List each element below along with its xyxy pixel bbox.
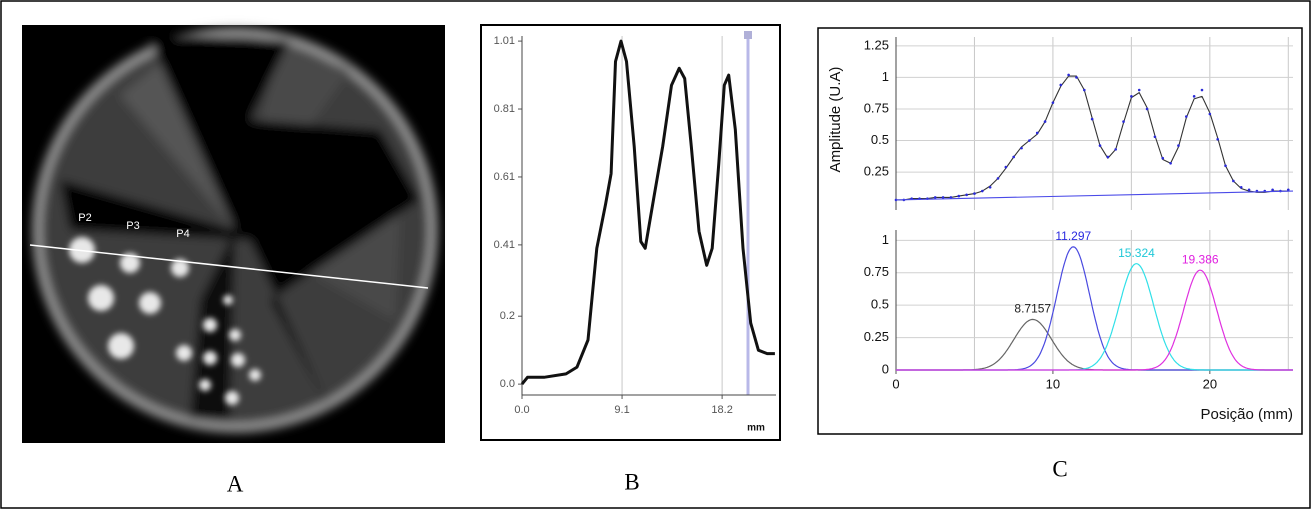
data-point xyxy=(949,196,953,199)
y-tick-label: 0.25 xyxy=(864,329,889,344)
gaussian-curve xyxy=(896,318,1293,371)
data-point xyxy=(1090,117,1094,121)
y-tick-label: 0.81 xyxy=(494,103,515,115)
panel-label: C xyxy=(1052,456,1067,481)
data-point xyxy=(965,193,968,197)
gaussian-curve xyxy=(896,269,1293,371)
data-point xyxy=(1208,112,1212,116)
x-tick-label: 0 xyxy=(892,376,899,391)
data-point xyxy=(1035,131,1039,135)
data-line xyxy=(520,39,775,386)
data-point xyxy=(1051,101,1055,104)
data-point xyxy=(1043,120,1047,123)
peak-label: 19.386 xyxy=(1182,252,1219,266)
data-point xyxy=(1247,188,1251,192)
y-tick-label: 0.5 xyxy=(871,297,889,312)
data-point xyxy=(1184,115,1188,118)
data-point xyxy=(996,177,1000,180)
data-point xyxy=(988,185,992,189)
y-tick-label: 1.01 xyxy=(494,35,515,47)
image-label: P4 xyxy=(176,228,189,240)
panel-label: B xyxy=(624,469,639,494)
data-point xyxy=(1192,95,1196,98)
cursor-handle xyxy=(744,31,752,39)
peak-label: 15.324 xyxy=(1118,246,1155,260)
y-tick-label: 0.75 xyxy=(864,100,889,115)
data-point xyxy=(1020,146,1023,150)
data-point xyxy=(1083,88,1086,92)
data-point xyxy=(1106,155,1110,159)
x-axis-label: Posição (mm) xyxy=(1200,406,1293,423)
x-tick-label: 20 xyxy=(1203,376,1217,391)
gaussian-curve xyxy=(896,246,1293,371)
data-point xyxy=(973,192,976,195)
x-tick-label: 0.0 xyxy=(514,404,529,416)
data-point xyxy=(1145,107,1149,111)
data-point xyxy=(1059,83,1063,87)
y-tick-label: 1.25 xyxy=(864,37,889,52)
data-point xyxy=(1239,185,1243,189)
data-point xyxy=(1224,164,1227,168)
data-point xyxy=(1122,120,1125,123)
peak-label: 8.7157 xyxy=(1014,302,1051,316)
data-point xyxy=(1028,139,1031,142)
chart-frame xyxy=(480,24,781,441)
x-axis-label: mm xyxy=(747,423,765,434)
data-point xyxy=(933,196,937,199)
y-tick-label: 0.0 xyxy=(500,378,515,390)
x-tick-label: 9.1 xyxy=(614,404,629,416)
y-tick-label: 1 xyxy=(882,69,889,84)
y-tick-label: 0.61 xyxy=(494,171,515,183)
panel-label: A xyxy=(227,471,244,496)
data-point xyxy=(941,196,945,199)
data-point xyxy=(1114,148,1117,151)
data-point xyxy=(957,194,961,198)
data-point xyxy=(1216,137,1219,141)
data-point xyxy=(1130,95,1133,98)
data-point xyxy=(1169,161,1172,165)
y-axis-label: Amplitude (U.A) xyxy=(827,67,844,173)
data-point xyxy=(1012,155,1015,159)
y-tick-label: 0.75 xyxy=(864,264,889,279)
data-point xyxy=(1161,156,1165,160)
data-point xyxy=(1067,73,1070,77)
data-point xyxy=(1286,188,1290,192)
y-tick-label: 0 xyxy=(882,361,889,376)
data-line xyxy=(895,190,1294,201)
x-tick-label: 10 xyxy=(1046,376,1060,391)
data-point xyxy=(1271,188,1274,192)
phantom-image xyxy=(22,25,445,443)
chart-frame xyxy=(817,27,1303,435)
data-point xyxy=(1004,165,1008,169)
y-tick-label: 0.41 xyxy=(494,239,515,251)
y-tick-label: 0.2 xyxy=(500,310,515,322)
data-point xyxy=(1232,179,1235,183)
data-point xyxy=(1177,144,1180,147)
y-tick-label: 1 xyxy=(882,232,889,247)
data-point xyxy=(1098,144,1102,147)
data-point xyxy=(1153,135,1157,139)
data-point xyxy=(981,189,984,193)
image-label: P3 xyxy=(126,220,139,232)
data-point xyxy=(1137,88,1141,92)
image-label: P2 xyxy=(78,212,91,224)
y-tick-label: 0.25 xyxy=(864,164,889,179)
data-line xyxy=(896,75,1289,201)
x-tick-label: 18.2 xyxy=(711,404,732,416)
data-point xyxy=(1075,76,1078,79)
peak-label: 11.297 xyxy=(1055,229,1091,243)
data-point xyxy=(1200,88,1204,92)
y-tick-label: 0.5 xyxy=(871,132,889,147)
